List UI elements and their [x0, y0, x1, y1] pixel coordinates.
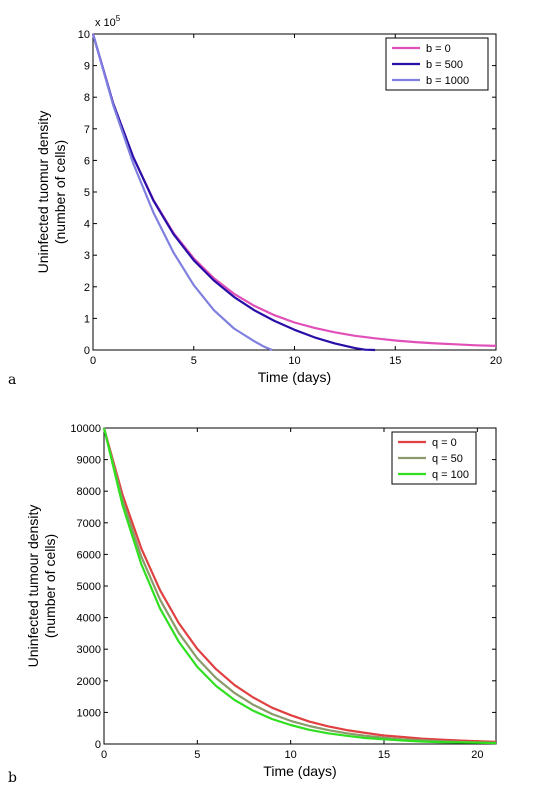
chart1-x-tick-label: 10 [285, 749, 297, 761]
chart1-x-tick-label: 15 [378, 749, 390, 761]
chart0-x-axis-label: Time (days) [258, 369, 331, 385]
chart0-y-tick-label: 7 [84, 124, 90, 136]
chart1-legend-label-1: q = 50 [432, 453, 463, 465]
chart1-y-tick-label: 10000 [70, 423, 101, 435]
chart0-y-multiplier-exponent: 5 [116, 14, 121, 23]
chart1-y-axis-label: Uninfected tumour density [25, 505, 41, 668]
chart0: 0 5 10 15 20 0 1 2 3 4 5 6 7 8 9 10 x 105 Time (days) Unin… [35, 14, 502, 385]
chart0-series-line-1 [91, 33, 376, 352]
chart0-y-tick-label: 8 [84, 92, 90, 104]
chart1-y-tick-label: 6000 [77, 549, 101, 561]
panel-label-a: a [8, 372, 17, 388]
chart1-y-tick-label: 7000 [77, 518, 101, 530]
chart0-x-tick-label: 0 [90, 355, 96, 367]
chart0-y-axis-label: (number of cells) [52, 140, 68, 244]
chart1-series-line-0 [102, 427, 497, 743]
chart0-x-tick-label: 5 [191, 355, 197, 367]
chart1-y-tick-label: 2000 [77, 676, 101, 688]
chart0-legend-label-0: b = 0 [426, 43, 451, 55]
chart0-y-tick-label: 6 [84, 155, 90, 167]
chart1-x-axis-label: Time (days) [263, 763, 336, 779]
chart1-y-axis-label: (number of cells) [42, 534, 58, 638]
chart0-y-tick-label: 2 [84, 282, 90, 294]
chart0-y-tick-label: 3 [84, 250, 90, 262]
chart1-x-tick-label: 0 [101, 749, 107, 761]
chart0-y-tick-label: 1 [84, 313, 90, 325]
chart1-y-tick-label: 0 [95, 739, 101, 751]
chart1-x-tick-label: 5 [194, 749, 200, 761]
chart0-y-tick-label: 4 [84, 219, 90, 231]
chart1-y-tick-label: 9000 [77, 455, 101, 467]
chart0-y-multiplier: x 105 [95, 14, 121, 29]
chart0-x-tick-label: 10 [288, 355, 300, 367]
chart0-y-axis-label: Uninfected tuomur density [35, 111, 51, 274]
chart1-legend-label-0: q = 0 [432, 437, 457, 449]
panel-label-b: b [8, 770, 17, 786]
chart0-x-tick-label: 20 [490, 355, 502, 367]
chart1-x-tick-label: 20 [471, 749, 483, 761]
chart0-y-tick-label: 0 [84, 345, 90, 357]
chart1-y-tick-label: 8000 [77, 486, 101, 498]
chart0-series-line-2 [91, 33, 273, 352]
chart1-y-tick-label: 4000 [77, 613, 101, 625]
chart1-y-tick-label: 3000 [77, 644, 101, 656]
chart1: 0 5 10 15 20 0 1000 2000 3000 4000 5000 6000 7000 800… [25, 423, 497, 779]
chart0-x-tick-label: 15 [389, 355, 401, 367]
chart0-y-tick-label: 5 [84, 187, 90, 199]
chart1-y-tick-label: 1000 [77, 707, 101, 719]
chart1-series-line-2 [102, 427, 497, 745]
chart0-y-tick-label: 9 [84, 61, 90, 73]
chart1-legend-label-2: q = 100 [432, 469, 469, 481]
chart1-y-tick-label: 5000 [77, 581, 101, 593]
chart0-legend-label-2: b = 1000 [426, 75, 469, 87]
chart0-y-tick-label: 10 [78, 29, 90, 41]
chart0-legend-label-1: b = 500 [426, 59, 463, 71]
